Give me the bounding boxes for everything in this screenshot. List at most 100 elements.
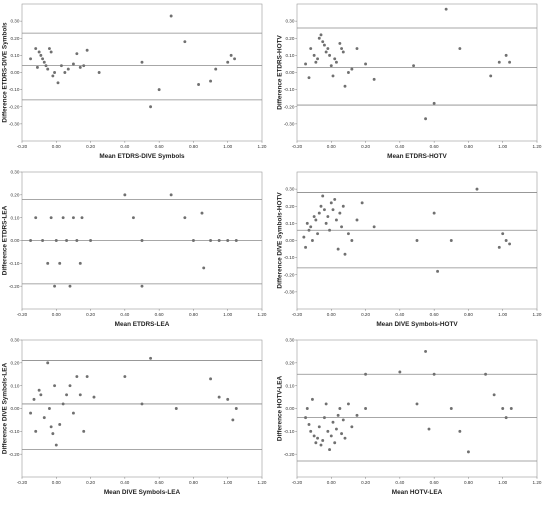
data-point [183,216,187,220]
data-point [174,407,178,410]
y-tick-label: 0.20 [285,36,294,41]
y-tick-label: 0.30 [285,338,294,343]
data-point [42,416,46,420]
data-point [333,197,337,201]
x-tick-label: 0.80 [189,312,198,317]
data-point [157,88,161,92]
y-tick-label: 0.20 [285,204,294,209]
data-point [504,416,508,420]
chart-panel-dive-lea: -0.20 0.00 0.20 0.40 0.60 0.80 1.00 1.20 0.30 0.2… [0,336,275,504]
x-tick-label: 0.00 [327,480,336,485]
data-point [509,407,513,410]
data-point [350,239,354,242]
data-point [372,225,376,229]
data-point [304,245,308,249]
data-point [340,432,344,436]
data-point [149,105,153,109]
data-point [234,239,238,242]
data-point [321,194,325,198]
data-point [68,284,72,288]
y-axis-label: Difference ETDRS-DIVE Symbols [2,22,9,123]
data-point [508,60,512,64]
x-tick-label: 1.00 [223,480,232,485]
data-point [307,228,311,232]
data-point [333,57,337,61]
y-tick-label: 0.30 [285,19,294,24]
data-point [364,407,368,410]
data-point [341,204,345,208]
data-point [321,439,325,442]
data-point [427,427,431,431]
x-tick-label: 0.20 [86,144,95,149]
x-tick-label: 1.20 [258,480,267,485]
x-axis-label: Mean ETDRS-DIVE Symbols [99,153,185,160]
data-point [355,47,359,50]
data-point [310,397,314,401]
y-axis-label: Difference ETDRS-HOTV [277,34,284,109]
x-axis-label: Mean HOTV-LEA [392,489,443,496]
data-point [305,221,309,225]
data-point [140,60,144,64]
data-point [466,450,470,454]
x-tick-label: 0.00 [327,312,336,317]
data-point [338,407,342,410]
data-point [65,393,69,397]
data-point [489,74,493,78]
y-tick-label: 0.30 [10,170,19,175]
data-point [123,193,127,197]
y-tick-label: 0.00 [10,70,19,75]
data-point [89,239,93,242]
chart-panel-etdrs-dive: -0.20 0.00 0.20 0.40 0.60 0.80 1.00 1.20 0.30 0.2… [0,0,275,168]
x-tick-label: 1.00 [498,312,507,317]
y-tick-label: -0.20 [9,104,20,109]
y-tick-label: 0.30 [285,187,294,192]
data-point [316,436,320,440]
data-point [314,60,318,64]
x-tick-label: 0.20 [86,312,95,317]
data-point [355,218,359,222]
data-point [80,216,84,220]
data-point [334,60,338,64]
data-point [415,239,419,242]
x-tick-label: 0.60 [155,312,164,317]
chart-panel-hotv-lea: -0.20 0.00 0.20 0.40 0.60 0.80 1.00 1.20 0.30 0.2… [275,336,550,504]
data-point [97,71,101,74]
data-point [492,393,496,397]
data-point [484,372,488,376]
x-tick-label: 0.40 [395,312,404,317]
data-point [71,62,75,66]
data-point [449,407,453,410]
chart-svg-dive-hotv: -0.20 0.00 0.20 0.40 0.60 0.80 1.00 1.20 0.30 0.2… [277,171,542,328]
data-point [51,74,55,78]
data-point [475,187,479,191]
y-tick-label: 0.20 [285,360,294,365]
chart-svg-hotv-lea: -0.20 0.00 0.20 0.40 0.60 0.80 1.00 1.20 0.30 0.2… [277,338,542,496]
y-tick-label: 0.00 [285,406,294,411]
data-point [324,50,328,54]
data-point [197,83,201,86]
chart-svg-dive-lea: -0.20 0.00 0.20 0.40 0.60 0.80 1.00 1.20 0.30 0.2… [2,338,267,496]
x-tick-label: 1.00 [223,144,232,149]
data-point [350,425,354,429]
data-point [61,402,65,406]
data-point [63,71,67,74]
x-tick-label: -0.20 [292,480,303,485]
data-point [343,84,347,88]
data-point [364,372,368,376]
y-tick-label: 0.10 [285,221,294,226]
data-point [169,193,173,197]
y-tick-label: -0.20 [284,272,295,277]
data-point [432,211,436,215]
data-point [200,211,204,215]
x-tick-label: 0.60 [155,144,164,149]
data-point [34,429,38,433]
data-point [217,395,221,399]
data-point [319,443,323,447]
data-point [304,416,308,420]
data-point [346,71,350,74]
data-point [326,215,330,218]
y-tick-label: -0.20 [284,104,295,109]
y-axis-label: Difference HOTV-LEA [277,375,284,441]
data-point [355,413,359,417]
y-tick-label: -0.10 [284,87,295,92]
